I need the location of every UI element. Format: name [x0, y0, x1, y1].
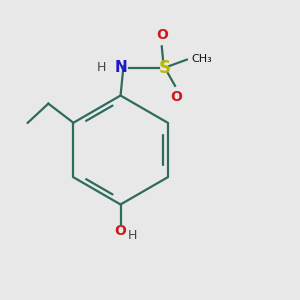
Text: CH₃: CH₃ [191, 54, 212, 64]
Text: H: H [97, 61, 106, 74]
Text: H: H [128, 229, 138, 242]
Text: S: S [159, 58, 171, 76]
Text: O: O [156, 28, 168, 42]
Text: O: O [171, 90, 182, 104]
Text: N: N [114, 60, 127, 75]
Text: O: O [115, 224, 127, 238]
